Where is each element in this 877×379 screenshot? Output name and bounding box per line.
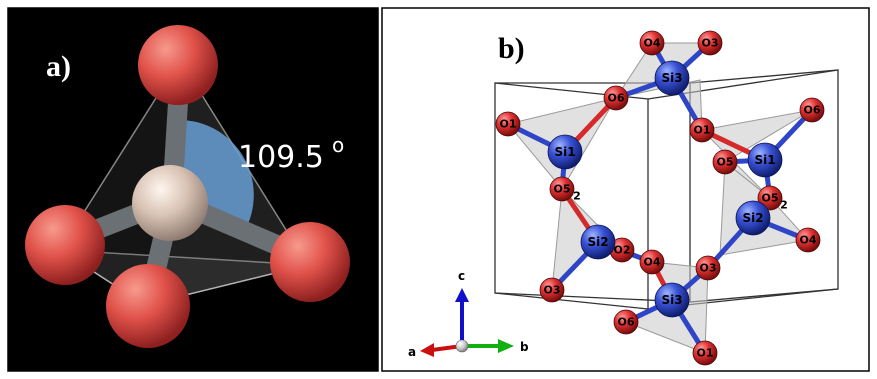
atom-si3-bottom <box>654 282 690 318</box>
panel-a-border <box>7 7 379 372</box>
label-o1-top: O1 <box>693 124 710 137</box>
tetrahedron-face-bottom <box>57 249 309 306</box>
panel-a: a) 109.5 o <box>8 8 378 371</box>
label-o3-left: O3 <box>543 284 560 297</box>
oxygen-atom-bottom <box>106 264 190 348</box>
atom-o5-left <box>549 176 575 202</box>
atom-labels: Si3 Si1 Si2 Si1 Si2 Si3 O4 O3 O6 O1 O1 O… <box>499 37 820 360</box>
silicon-atom-center <box>132 165 208 241</box>
axis-triad: c a b <box>408 269 529 359</box>
label-si3-bottom: Si3 <box>661 293 682 307</box>
atom-si3-top <box>654 60 690 96</box>
atom-o5-right-b <box>757 185 783 211</box>
label-si2-right: Si2 <box>742 211 763 225</box>
label-o4-top: O4 <box>643 37 660 50</box>
label-o5-right-a: O5 <box>716 156 733 169</box>
label-o5-right-b: O5 <box>761 192 778 205</box>
panel-b-border <box>381 7 870 372</box>
atom-o6-right <box>799 97 825 123</box>
label-o4-right: O4 <box>799 234 816 247</box>
a-axis-arrow <box>420 343 434 357</box>
atom-si2-right <box>735 200 771 236</box>
atom-si2-left <box>580 224 616 260</box>
label-o3-mid: O3 <box>699 262 716 275</box>
silicon-atoms <box>547 60 783 318</box>
label-o4-mid: O4 <box>643 256 660 269</box>
atom-o4-top <box>639 30 665 56</box>
degree-symbol: o <box>332 133 344 157</box>
c-axis-arrow <box>455 288 469 302</box>
c-axis-label: c <box>458 269 465 283</box>
b-axis-arrow <box>498 339 514 353</box>
panel-a-label: a) <box>46 50 71 83</box>
label-o1-left: O1 <box>499 118 516 131</box>
panel-b: b) <box>408 30 839 366</box>
b-axis-label: b <box>520 340 529 354</box>
atom-o4-mid <box>639 249 665 275</box>
label-o6-right: O6 <box>803 104 820 117</box>
a-axis-label: a <box>408 345 416 359</box>
label-si1-left: Si1 <box>554 145 575 159</box>
atom-o3-mid <box>695 255 721 281</box>
angle-value: 109.5 <box>238 140 324 175</box>
label-o5-left: O5 <box>553 183 570 196</box>
oxygen-atom-right <box>270 222 350 302</box>
atom-o1-left <box>495 111 521 137</box>
panel-b-label: b) <box>498 32 525 65</box>
label-o2-left: O2 <box>613 244 630 257</box>
label-o1-bottom: O1 <box>696 347 713 360</box>
oxygen-atom-left <box>25 205 105 285</box>
label-o3-top: O3 <box>701 37 718 50</box>
atom-o5-right-a <box>712 149 738 175</box>
oxygen-atoms <box>495 30 825 366</box>
atom-o1-top <box>689 117 715 143</box>
atom-o4-right <box>795 227 821 253</box>
atom-o6-bottom <box>613 309 639 335</box>
label-o6-bottom: O6 <box>617 316 634 329</box>
label-o5-left-sub: 2 <box>573 190 581 203</box>
label-o5-right-b-sub: 2 <box>780 199 788 212</box>
label-o6-top: O6 <box>607 92 624 105</box>
atom-o3-top <box>697 30 723 56</box>
label-si1-right: Si1 <box>754 153 775 167</box>
label-si2-left: Si2 <box>587 235 608 249</box>
atom-si1-right <box>747 142 783 178</box>
atom-o1-bottom <box>692 340 718 366</box>
atom-si1-left <box>547 134 583 170</box>
axis-origin <box>455 339 469 353</box>
oxygen-atom-top <box>138 25 218 105</box>
atom-o6-top <box>603 85 629 111</box>
label-si3-top: Si3 <box>661 71 682 85</box>
atom-o3-left <box>539 277 565 303</box>
